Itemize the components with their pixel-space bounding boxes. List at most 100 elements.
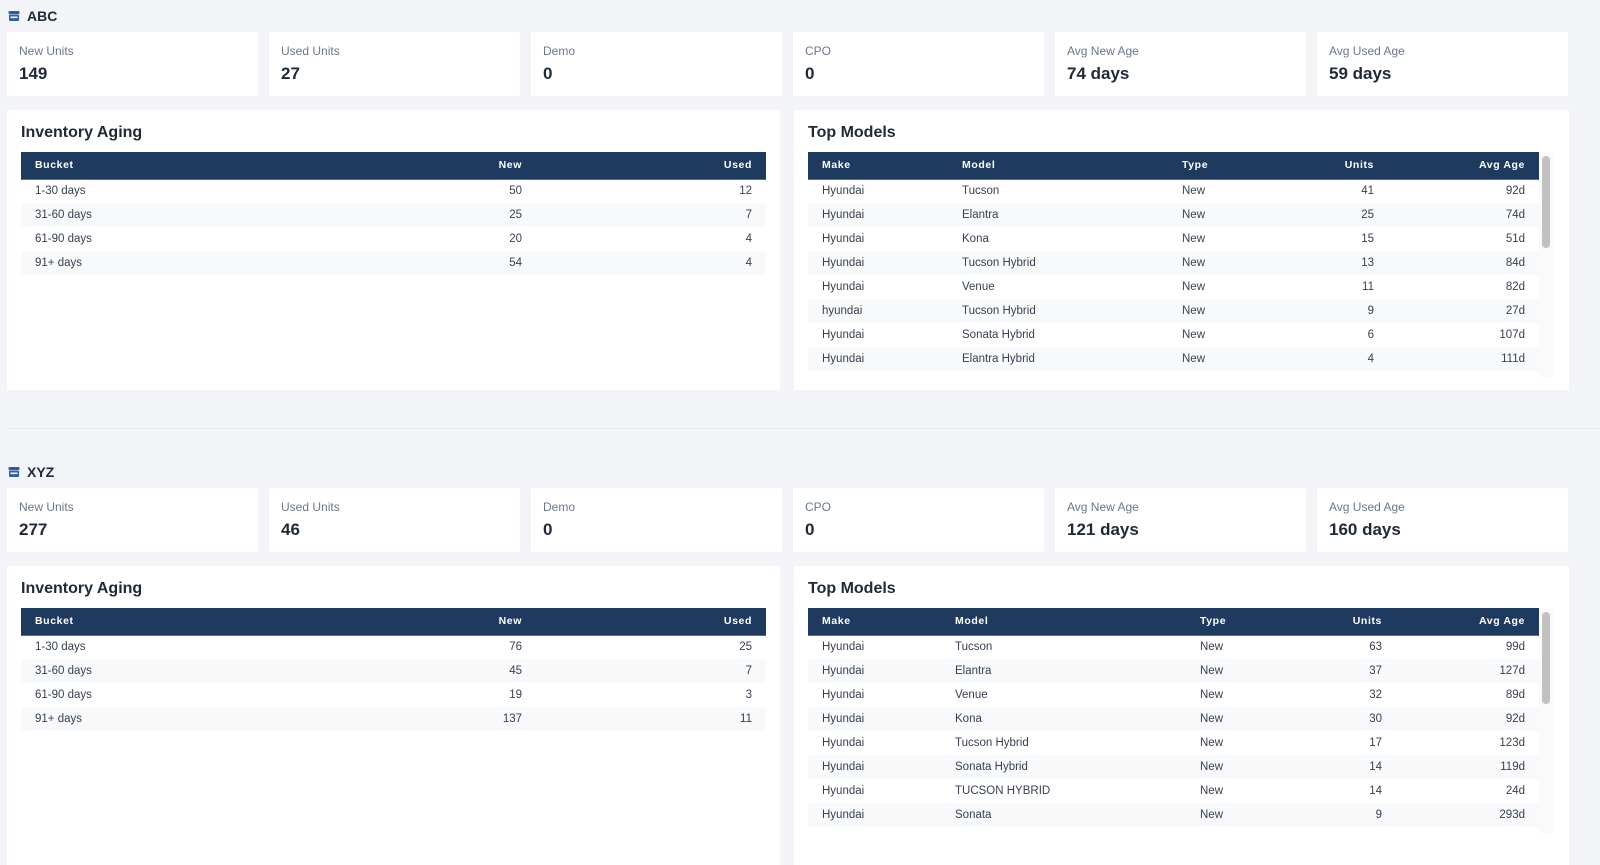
scrollbar[interactable] (1539, 608, 1553, 833)
cell-units: 13 (1278, 251, 1388, 275)
column-header-type[interactable]: Type (1186, 608, 1296, 636)
kpi-card-avg-new-age: Avg New Age 74 days (1055, 32, 1306, 96)
cell-model: Venue (955, 689, 988, 701)
panel-title: Inventory Aging (21, 580, 143, 597)
scrollbar-thumb[interactable] (1542, 156, 1550, 248)
cell-make: Hyundai (808, 203, 948, 227)
top-models-scroll-area[interactable]: Make Model Type Units Avg Age Hyundai Tu… (808, 608, 1553, 833)
cell-units: 25 (1278, 203, 1388, 227)
cell-avg-age: 89d (1505, 689, 1525, 701)
kpi-card-used-units: Used Units 46 (269, 488, 520, 552)
cell-bucket: 1-30 days (35, 185, 86, 198)
column-header-model[interactable]: Model (941, 608, 1186, 636)
cell-model: Elantra (948, 203, 1168, 227)
scrollbar-thumb[interactable] (1542, 612, 1550, 704)
cell-used: 11 (536, 707, 766, 731)
column-header-type[interactable]: Type (1168, 152, 1278, 180)
cell-units: 17 (1369, 737, 1382, 749)
cell-bucket: 91+ days (21, 707, 276, 731)
cell-units: 11 (1362, 281, 1374, 293)
kpi-label: Demo (543, 500, 576, 514)
kpi-label: CPO (805, 500, 832, 514)
cell-new: 25 (276, 203, 536, 227)
scrollbar[interactable] (1539, 152, 1553, 377)
cell-model: Tucson Hybrid (948, 299, 1168, 323)
kpi-value: 59 days (1329, 64, 1392, 83)
cell-units: 32 (1369, 689, 1382, 701)
column-header-avg-age[interactable]: Avg Age (1396, 608, 1539, 636)
column-header-avg-age[interactable]: Avg Age (1388, 152, 1539, 180)
store-name: XYZ (27, 464, 55, 480)
cell-model: Sonata (941, 803, 1186, 827)
cell-model: Tucson Hybrid (948, 251, 1168, 275)
store-section-xyz: XYZ New Units 277 Used Units 46 Demo 0 C… (7, 456, 1600, 865)
kpi-value: 27 (281, 64, 300, 83)
column-header-used[interactable]: Used (536, 152, 766, 180)
cell-avg-age: 27d (1388, 299, 1539, 323)
panel-title: Inventory Aging (21, 124, 143, 141)
kpi-card-cpo: CPO 0 (793, 32, 1044, 96)
cell-bucket: 1-30 days (35, 641, 86, 654)
kpi-value: 74 days (1067, 64, 1130, 83)
cell-type: New (1168, 299, 1278, 323)
table-row: Hyundai Tucson Hybrid New 17 123d (808, 731, 1539, 755)
cell-used: 4 (536, 251, 766, 275)
cell-type: New (1168, 251, 1278, 275)
cell-type: New (1186, 707, 1296, 731)
cell-avg-age: 74d (1388, 203, 1539, 227)
cell-units: 15 (1361, 233, 1374, 245)
cell-make: Hyundai (822, 185, 865, 198)
cell-units: 63 (1369, 641, 1382, 654)
cell-bucket: 91+ days (21, 251, 276, 275)
kpi-value: 121 days (1067, 520, 1139, 539)
column-header-bucket[interactable]: Bucket (21, 608, 276, 636)
kpi-card-new-units: New Units 277 (7, 488, 258, 552)
column-header-model[interactable]: Model (948, 152, 1168, 180)
cell-new: 137 (276, 707, 536, 731)
cell-make: Hyundai (822, 689, 865, 701)
cell-model: Kona (941, 707, 1186, 731)
kpi-row: New Units 149 Used Units 27 Demo 0 CPO 0… (7, 32, 1600, 96)
column-header-new[interactable]: New (276, 608, 536, 636)
column-header-make[interactable]: Make (808, 152, 948, 180)
cell-model: Tucson (962, 185, 1000, 198)
cell-units: 41 (1361, 185, 1374, 198)
cell-avg-age: 24d (1505, 785, 1525, 797)
table-row: 61-90 days 19 3 (21, 683, 766, 707)
top-models-scroll-area[interactable]: Make Model Type Units Avg Age Hyundai Tu… (808, 152, 1553, 377)
table-row: Hyundai Kona New 15 51d (808, 227, 1539, 251)
kpi-value: 149 (19, 64, 48, 83)
kpi-label: Avg New Age (1067, 44, 1139, 58)
cell-avg-age: 84d (1388, 251, 1539, 275)
column-header-units[interactable]: Units (1296, 608, 1396, 636)
cell-type: New (1182, 281, 1206, 293)
cell-model: Elantra (941, 659, 1186, 683)
inventory-aging-table: Bucket New Used 1-30 days 50 12 31-60 da… (21, 152, 766, 275)
kpi-value: 0 (543, 520, 553, 539)
kpi-card-avg-used-age: Avg Used Age 59 days (1317, 32, 1568, 96)
cell-model: Sonata Hybrid (962, 329, 1035, 341)
kpi-value: 160 days (1329, 520, 1401, 539)
kpi-label: Demo (543, 44, 576, 58)
kpi-label: Avg Used Age (1329, 500, 1405, 514)
column-header-used[interactable]: Used (536, 608, 766, 636)
cell-units: 9 (1278, 299, 1388, 323)
cell-make: Hyundai (808, 659, 941, 683)
cell-model: Venue (962, 281, 995, 293)
kpi-value: 0 (543, 64, 553, 83)
table-row: 31-60 days 45 7 (21, 659, 766, 683)
column-header-bucket[interactable]: Bucket (21, 152, 276, 180)
cell-make: Hyundai (822, 641, 865, 654)
cell-units: 14 (1369, 785, 1382, 797)
cell-type: New (1186, 755, 1296, 779)
table-row: Hyundai Sonata Hybrid New 6 107d (808, 323, 1539, 347)
table-row: Hyundai Venue New 32 89d (808, 683, 1539, 707)
kpi-card-avg-used-age: Avg Used Age 160 days (1317, 488, 1568, 552)
table-row: Hyundai Kona New 30 92d (808, 707, 1539, 731)
kpi-label: Used Units (281, 44, 340, 58)
column-header-units[interactable]: Units (1278, 152, 1388, 180)
panels-row: Inventory Aging Bucket New Used 1-30 day… (7, 566, 1600, 865)
column-header-make[interactable]: Make (808, 608, 941, 636)
column-header-new[interactable]: New (276, 152, 536, 180)
cell-avg-age: 127d (1396, 659, 1539, 683)
